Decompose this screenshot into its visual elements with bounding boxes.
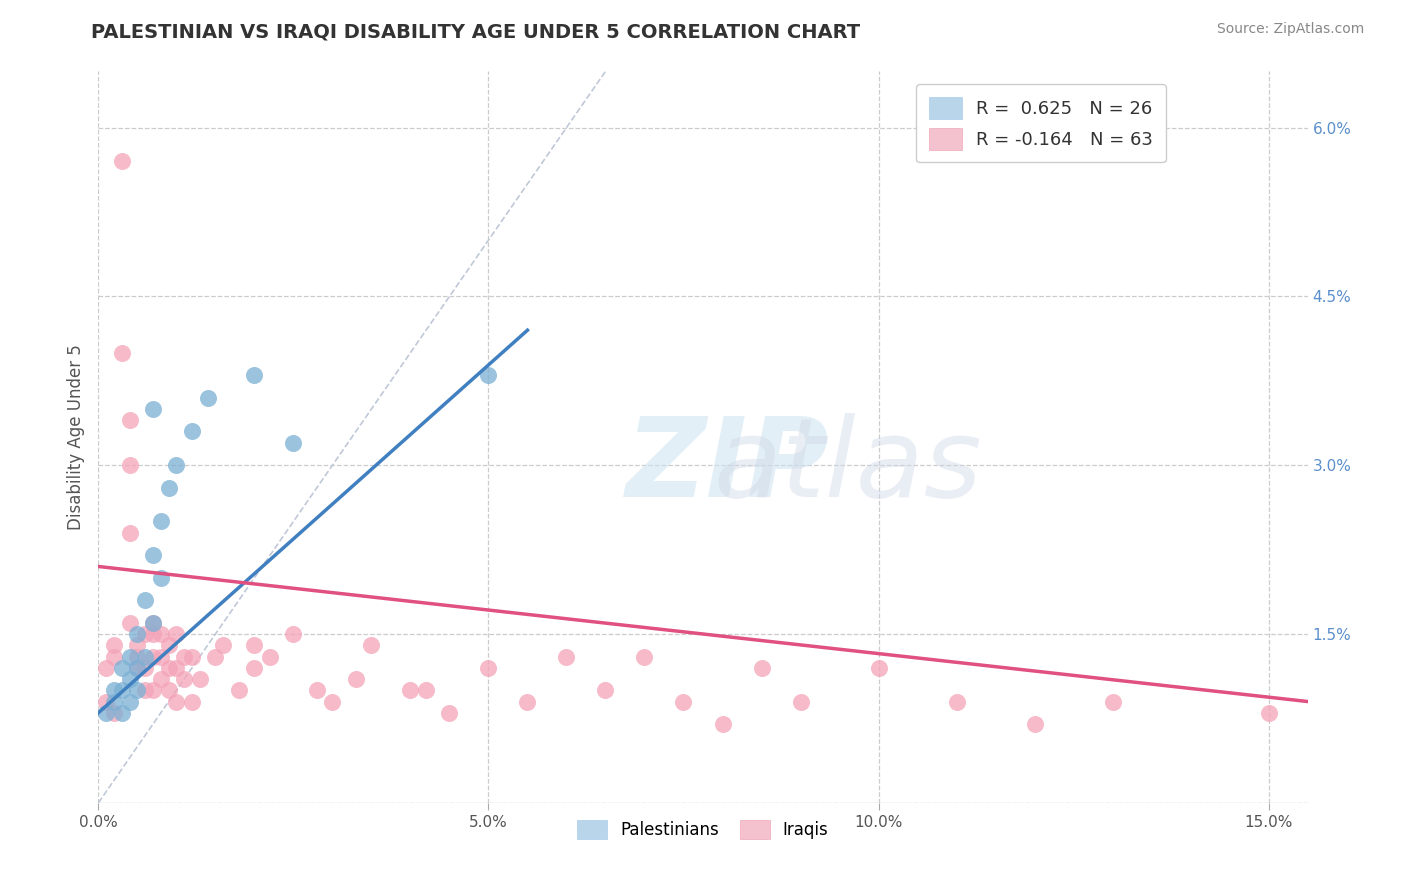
Point: [283, 435, 305, 450]
Point: [103, 694, 125, 708]
Text: ZIP: ZIP: [626, 413, 830, 520]
Point: [157, 481, 180, 495]
Point: [142, 627, 165, 641]
Point: [477, 368, 499, 383]
Point: [127, 638, 149, 652]
Point: [134, 593, 156, 607]
Point: [439, 706, 461, 720]
Point: [283, 627, 305, 641]
Point: [1024, 717, 1046, 731]
Point: [399, 683, 422, 698]
Point: [672, 694, 695, 708]
Point: [165, 661, 187, 675]
Text: atlas: atlas: [714, 413, 983, 520]
Point: [111, 706, 134, 720]
Point: [212, 638, 235, 652]
Point: [157, 683, 180, 698]
Point: [118, 525, 141, 540]
Text: PALESTINIAN VS IRAQI DISABILITY AGE UNDER 5 CORRELATION CHART: PALESTINIAN VS IRAQI DISABILITY AGE UNDE…: [91, 22, 860, 41]
Point: [142, 683, 165, 698]
Point: [134, 683, 156, 698]
Point: [111, 345, 134, 359]
Point: [134, 627, 156, 641]
Point: [142, 548, 165, 562]
Point: [96, 694, 118, 708]
Point: [1101, 694, 1123, 708]
Point: [321, 694, 343, 708]
Point: [149, 571, 172, 585]
Point: [96, 706, 118, 720]
Point: [789, 694, 811, 708]
Point: [173, 649, 195, 664]
Point: [157, 638, 180, 652]
Point: [516, 694, 538, 708]
Point: [305, 683, 328, 698]
Point: [127, 661, 149, 675]
Point: [127, 683, 149, 698]
Point: [103, 706, 125, 720]
Point: [103, 638, 125, 652]
Point: [118, 615, 141, 630]
Point: [142, 615, 165, 630]
Point: [127, 661, 149, 675]
Point: [118, 458, 141, 473]
Point: [118, 694, 141, 708]
Point: [555, 649, 578, 664]
Point: [181, 425, 204, 439]
Point: [188, 672, 211, 686]
Point: [197, 391, 219, 405]
Point: [243, 638, 266, 652]
Point: [142, 649, 165, 664]
Point: [595, 683, 617, 698]
Point: [633, 649, 655, 664]
Point: [243, 661, 266, 675]
Point: [149, 627, 172, 641]
Point: [204, 649, 226, 664]
Point: [118, 413, 141, 427]
Point: [165, 694, 187, 708]
Text: Source: ZipAtlas.com: Source: ZipAtlas.com: [1216, 22, 1364, 37]
Point: [157, 661, 180, 675]
Point: [477, 661, 499, 675]
Point: [711, 717, 734, 731]
Point: [868, 661, 890, 675]
Point: [415, 683, 437, 698]
Point: [103, 683, 125, 698]
Point: [945, 694, 967, 708]
Point: [1257, 706, 1279, 720]
Point: [243, 368, 266, 383]
Point: [751, 661, 773, 675]
Point: [181, 694, 204, 708]
Y-axis label: Disability Age Under 5: Disability Age Under 5: [66, 344, 84, 530]
Point: [134, 649, 156, 664]
Point: [127, 627, 149, 641]
Point: [228, 683, 250, 698]
Point: [259, 649, 281, 664]
Point: [118, 649, 141, 664]
Point: [111, 683, 134, 698]
Point: [118, 672, 141, 686]
Point: [127, 649, 149, 664]
Point: [173, 672, 195, 686]
Point: [111, 154, 134, 169]
Point: [149, 672, 172, 686]
Point: [149, 649, 172, 664]
Legend: Palestinians, Iraqis: Palestinians, Iraqis: [571, 814, 835, 846]
Point: [344, 672, 367, 686]
Point: [103, 649, 125, 664]
Point: [165, 458, 187, 473]
Point: [360, 638, 382, 652]
Point: [134, 661, 156, 675]
Point: [111, 661, 134, 675]
Point: [181, 649, 204, 664]
Point: [142, 401, 165, 416]
Point: [142, 615, 165, 630]
Point: [96, 661, 118, 675]
Point: [149, 515, 172, 529]
Point: [165, 627, 187, 641]
